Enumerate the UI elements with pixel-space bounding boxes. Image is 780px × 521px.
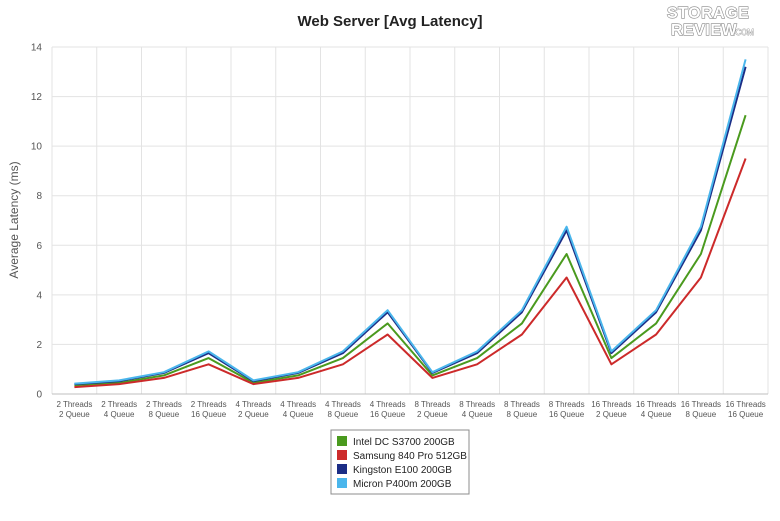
x-tick-label: 4 Threads 2 Queue (235, 400, 271, 419)
y-tick-label: 14 (31, 43, 43, 54)
legend-box (330, 429, 470, 495)
chart-title: Web Server [Avg Latency] (297, 13, 482, 30)
storagereview-logo: STORAGE REVIEW .COM (666, 4, 754, 39)
legend-label: Micron P400m 200GB (353, 479, 452, 490)
logo-line1: STORAGE (667, 5, 749, 22)
x-tick-label: 16 Threads 16 Queue (725, 400, 765, 419)
y-axis-label: Average Latency (ms) (7, 161, 21, 278)
x-tick-label: 8 Threads 4 Queue (459, 400, 495, 419)
x-tick-label: 16 Threads 2 Queue (591, 400, 631, 419)
x-tick-label: 16 Threads 8 Queue (681, 400, 721, 419)
logo-suffix: .COM (733, 28, 754, 37)
legend-swatch-kingston (337, 464, 347, 474)
x-tick-label: 4 Threads 16 Queue (370, 400, 406, 419)
x-tick-label: 8 Threads 16 Queue (549, 400, 585, 419)
legend-label: Intel DC S3700 200GB (353, 437, 455, 448)
y-tick-label: 12 (31, 92, 43, 103)
legend-label: Kingston E100 200GB (353, 465, 452, 476)
y-tick-label: 8 (36, 191, 42, 202)
y-tick-label: 10 (31, 142, 43, 153)
series-line-samsung (74, 158, 747, 389)
y-axis-ticks: 0 2 4 6 8 10 12 14 (31, 43, 43, 401)
x-tick-label: 2 Threads 2 Queue (56, 400, 92, 419)
legend-label: Samsung 840 Pro 512GB (353, 451, 467, 462)
x-tick-label: 4 Threads 8 Queue (325, 400, 361, 419)
x-tick-label: 8 Threads 8 Queue (504, 400, 540, 419)
legend-swatch-micron (337, 478, 347, 488)
x-tick-label: 2 Threads 16 Queue (191, 400, 227, 419)
x-tick-label: 2 Threads 8 Queue (146, 400, 182, 419)
series-line-micron (74, 59, 747, 385)
x-tick-label: 8 Threads 2 Queue (414, 400, 450, 419)
y-tick-label: 6 (36, 241, 42, 252)
x-tick-label: 2 Threads 4 Queue (101, 400, 137, 419)
legend: Intel DC S3700 200GB Samsung 840 Pro 512G… (330, 429, 470, 495)
x-tick-label: 4 Threads 4 Queue (280, 400, 316, 419)
legend-swatch-intel (337, 436, 347, 446)
series-lines (74, 59, 747, 389)
y-tick-label: 2 (36, 340, 42, 351)
legend-swatch-samsung (337, 450, 347, 460)
x-axis-ticks: 2 Threads 2 Queue 2 Threads 4 Queue 2 Thread… (56, 400, 765, 419)
y-tick-label: 4 (36, 290, 42, 301)
series-line-intel (74, 114, 747, 387)
logo-line2: REVIEW (671, 22, 738, 39)
grid-lines (51, 46, 769, 395)
y-tick-label: 0 (36, 390, 42, 401)
x-tick-label: 16 Threads 4 Queue (636, 400, 676, 419)
